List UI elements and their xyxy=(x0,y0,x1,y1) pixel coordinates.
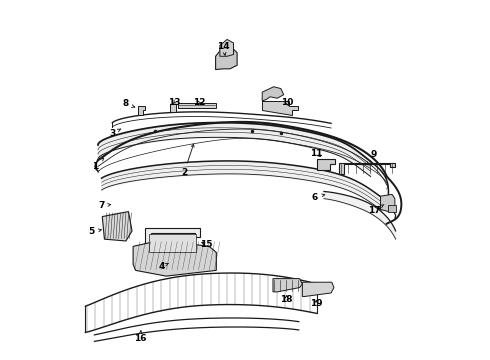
Text: 3: 3 xyxy=(109,129,121,138)
Text: 8: 8 xyxy=(123,99,135,108)
Polygon shape xyxy=(302,282,334,297)
Polygon shape xyxy=(133,240,216,276)
Text: 4: 4 xyxy=(159,262,168,271)
Text: 2: 2 xyxy=(181,144,194,177)
Bar xyxy=(149,234,196,252)
Polygon shape xyxy=(262,101,298,116)
Polygon shape xyxy=(262,87,284,101)
Polygon shape xyxy=(177,103,216,108)
Text: 18: 18 xyxy=(280,294,293,303)
Polygon shape xyxy=(317,159,335,170)
Polygon shape xyxy=(102,212,132,241)
Polygon shape xyxy=(220,40,234,56)
Text: 10: 10 xyxy=(281,98,294,107)
Polygon shape xyxy=(171,104,176,112)
Text: 7: 7 xyxy=(98,201,111,210)
Polygon shape xyxy=(339,163,395,174)
Polygon shape xyxy=(389,205,395,212)
Text: 16: 16 xyxy=(134,331,147,343)
Text: 9: 9 xyxy=(368,150,377,165)
Text: 11: 11 xyxy=(311,149,323,158)
Text: 17: 17 xyxy=(368,204,384,215)
Text: 1: 1 xyxy=(92,158,104,171)
Text: 6: 6 xyxy=(312,193,325,202)
Text: 13: 13 xyxy=(168,98,180,107)
Text: 12: 12 xyxy=(193,98,205,107)
Polygon shape xyxy=(146,228,200,256)
Polygon shape xyxy=(216,47,237,69)
Polygon shape xyxy=(381,194,395,212)
Polygon shape xyxy=(273,279,302,292)
Text: 19: 19 xyxy=(310,299,322,308)
Polygon shape xyxy=(138,107,146,115)
Text: 15: 15 xyxy=(200,240,213,249)
Text: 5: 5 xyxy=(88,228,101,237)
Text: 14: 14 xyxy=(217,42,230,55)
